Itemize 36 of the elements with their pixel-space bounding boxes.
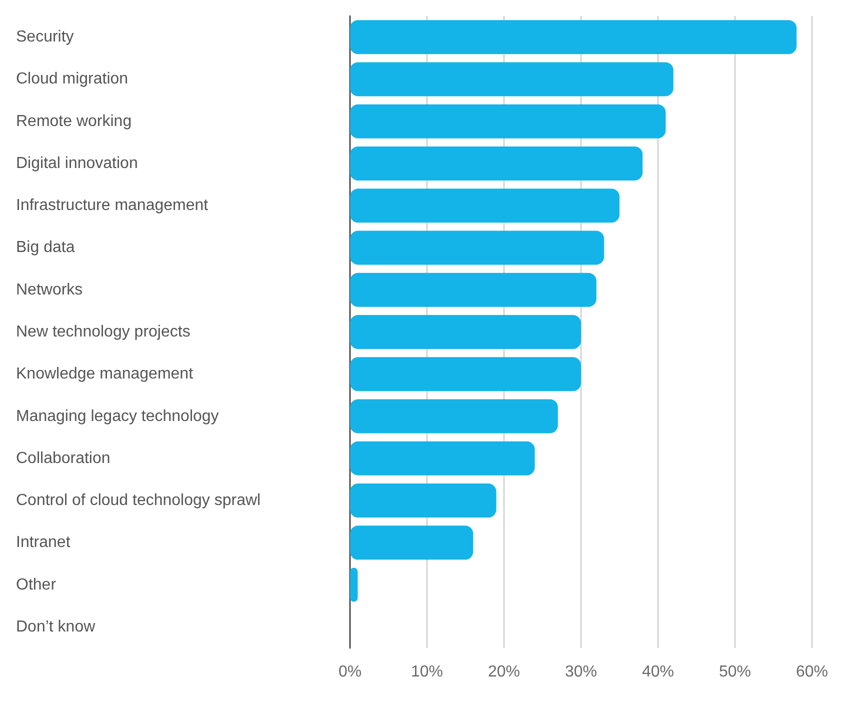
y-tick-label: Other — [16, 576, 57, 594]
bar — [350, 484, 496, 518]
bar — [350, 20, 797, 54]
y-tick-label: Infrastructure management — [16, 197, 209, 214]
bar — [350, 272, 596, 307]
x-tick-label: 40% — [642, 664, 674, 680]
y-tick-label: Managing legacy technology — [16, 408, 219, 425]
bar — [350, 104, 666, 138]
y-tick-label: Security — [16, 28, 74, 46]
bar — [350, 441, 535, 476]
bar — [350, 357, 581, 392]
y-tick-label: Big data — [16, 239, 75, 256]
y-tick-label: Knowledge management — [16, 366, 194, 383]
y-tick-label: Don’t know — [16, 618, 96, 636]
x-tick-label: 30% — [564, 664, 598, 680]
x-tick-label: 0% — [338, 664, 362, 680]
x-tick-label: 60% — [796, 664, 828, 680]
y-tick-label: Networks — [16, 281, 83, 298]
y-tick-label: Remote working — [16, 112, 132, 130]
x-tick-label: 10% — [410, 664, 444, 680]
bar — [350, 146, 643, 180]
y-tick-label: Cloud migration — [16, 70, 128, 88]
bar — [350, 568, 358, 602]
y-tick-label: Digital innovation — [16, 154, 138, 172]
bar — [350, 315, 581, 349]
x-tick-label: 50% — [718, 664, 752, 680]
y-tick-label: Intranet — [16, 534, 71, 552]
bar — [350, 399, 558, 434]
y-tick-label: New technology projects — [16, 324, 190, 340]
bar — [350, 230, 604, 265]
x-tick-label: 20% — [488, 664, 520, 680]
y-tick-label: Collaboration — [16, 450, 110, 467]
bar — [350, 62, 674, 96]
bar — [350, 526, 474, 560]
y-tick-label: Control of cloud technology sprawl — [16, 492, 261, 510]
bar — [350, 188, 620, 223]
